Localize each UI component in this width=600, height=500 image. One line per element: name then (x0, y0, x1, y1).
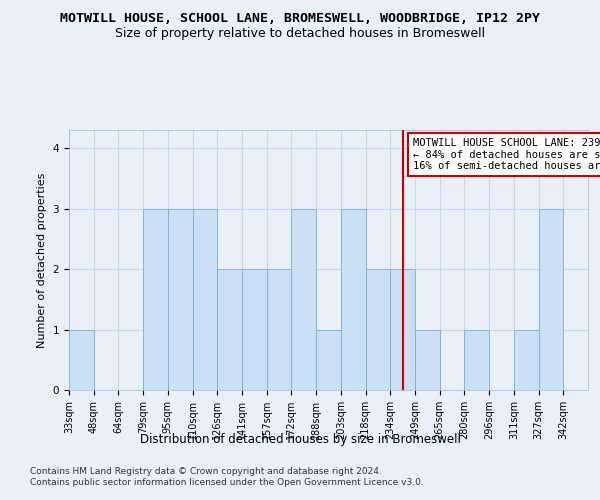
Text: Distribution of detached houses by size in Bromeswell: Distribution of detached houses by size … (140, 432, 460, 446)
Bar (464, 330, 489, 390)
Bar (365, 269, 390, 390)
Text: Size of property relative to detached houses in Bromeswell: Size of property relative to detached ho… (115, 28, 485, 40)
Text: MOTWILL HOUSE SCHOOL LANE: 239sqm
← 84% of detached houses are smaller (26)
16% : MOTWILL HOUSE SCHOOL LANE: 239sqm ← 84% … (413, 138, 600, 171)
Bar (217, 269, 242, 390)
Bar (514, 330, 539, 390)
Bar (292, 208, 316, 390)
Bar (242, 269, 267, 390)
Bar (539, 208, 563, 390)
Bar (168, 208, 193, 390)
Bar (69, 330, 94, 390)
Text: MOTWILL HOUSE, SCHOOL LANE, BROMESWELL, WOODBRIDGE, IP12 2PY: MOTWILL HOUSE, SCHOOL LANE, BROMESWELL, … (60, 12, 540, 26)
Bar (267, 269, 292, 390)
Bar (390, 269, 415, 390)
Bar (415, 330, 440, 390)
Bar (341, 208, 365, 390)
Bar (316, 330, 341, 390)
Bar (143, 208, 168, 390)
Text: Contains HM Land Registry data © Crown copyright and database right 2024.
Contai: Contains HM Land Registry data © Crown c… (30, 468, 424, 487)
Y-axis label: Number of detached properties: Number of detached properties (37, 172, 47, 348)
Bar (193, 208, 217, 390)
